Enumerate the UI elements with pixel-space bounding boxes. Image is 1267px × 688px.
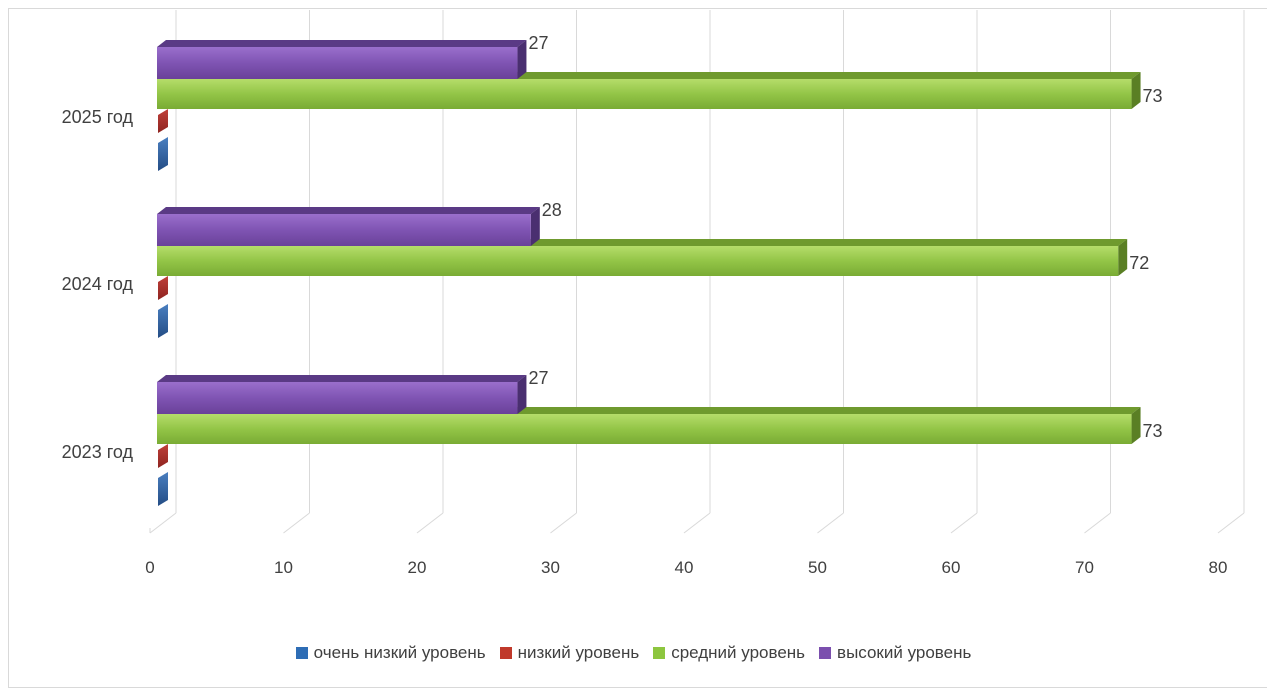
x-tick-label: 70: [1075, 558, 1094, 577]
category-labels: 2023 год 2024 год 2025 год: [62, 107, 134, 462]
floor-gridline: [283, 512, 310, 534]
bar-very-low: [158, 304, 168, 338]
data-label: 27: [528, 33, 548, 53]
x-tick-label: 40: [675, 558, 694, 577]
category-label: 2025 год: [62, 107, 134, 127]
bar-face: [158, 304, 168, 338]
bar-high: 27: [157, 33, 548, 79]
bar-top: [157, 207, 540, 214]
bar-medium: 73: [157, 72, 1163, 109]
bar-side: [1131, 72, 1141, 109]
bar-face: [157, 246, 1119, 276]
floor-gridline: [817, 512, 844, 534]
legend-label-low: низкий уровень: [517, 643, 640, 662]
x-tick-label: 80: [1209, 558, 1228, 577]
legend-item-medium: средний уровень: [653, 643, 805, 663]
floor-gridline: [683, 512, 711, 534]
bar-side: [1118, 239, 1128, 276]
legend-label-very-low: очень низкий уровень: [313, 643, 486, 662]
bar-side: [517, 375, 527, 414]
x-tick-label: 60: [942, 558, 961, 577]
legend-swatch-high: [819, 647, 832, 659]
data-label: 72: [1129, 253, 1149, 273]
bar-low: [158, 444, 168, 468]
bar-face: [157, 47, 518, 79]
bar-face: [158, 444, 168, 468]
legend-swatch-very-low: [295, 647, 308, 659]
legend-swatch-medium: [653, 647, 666, 659]
bar-face: [157, 382, 518, 414]
legend-swatch-low: [499, 647, 512, 659]
bar-medium: 73: [157, 407, 1163, 444]
bar-high: 28: [157, 200, 562, 246]
bar-high: 27: [157, 368, 548, 414]
x-tick-label: 30: [541, 558, 560, 577]
floor-gridline: [1084, 512, 1111, 534]
floor-gridline: [416, 512, 444, 534]
bar-side: [1131, 407, 1141, 444]
legend-label-high: высокий уровень: [837, 643, 972, 662]
legend-item-high: высокий уровень: [819, 643, 971, 663]
floor-gridline: [950, 512, 978, 534]
legend-item-low: низкий уровень: [499, 643, 640, 663]
legend: очень низкий уровень низкий уровень сред…: [0, 643, 1267, 663]
data-label: 27: [528, 368, 548, 388]
bar-low: [158, 109, 168, 133]
data-label: 73: [1143, 421, 1163, 441]
bar-face: [158, 137, 168, 171]
legend-item-very-low: очень низкий уровень: [295, 643, 486, 663]
category-label: 2023 год: [62, 442, 134, 462]
bar-face: [157, 414, 1132, 444]
bar-face: [158, 472, 168, 506]
bar-face: [157, 214, 531, 246]
bar-top: [157, 40, 527, 47]
x-tick-label: 10: [274, 558, 293, 577]
bar-face: [158, 109, 168, 133]
bar-very-low: [158, 137, 168, 171]
bar-side: [530, 207, 540, 246]
bar-side: [517, 40, 527, 79]
data-label: 73: [1143, 86, 1163, 106]
category-label: 2024 год: [62, 274, 134, 294]
x-axis: 0 10 20 30 40 50 60 70 80: [145, 558, 1227, 577]
legend-label-medium: средний уровень: [671, 643, 806, 662]
bar-very-low: [158, 472, 168, 506]
data-label: 28: [542, 200, 562, 220]
x-tick-label: 50: [808, 558, 827, 577]
bars: 73 27 72 28 73 27: [157, 33, 1163, 506]
bar-low: [158, 276, 168, 300]
bar-top: [157, 375, 527, 382]
bar-face: [158, 276, 168, 300]
x-tick-label: 0: [145, 558, 154, 577]
bar-face: [157, 79, 1132, 109]
x-tick-label: 20: [408, 558, 427, 577]
floor-gridline: [1217, 512, 1245, 534]
floor-gridline: [550, 512, 577, 534]
floor-gridline: [149, 512, 177, 534]
